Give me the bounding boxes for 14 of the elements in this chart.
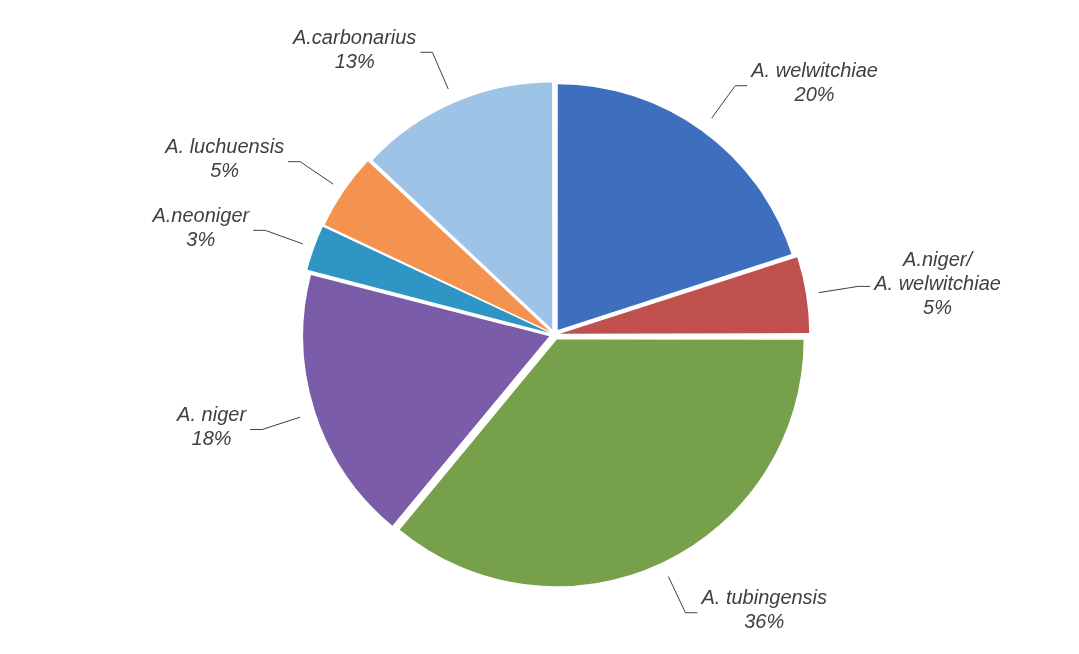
data-label: 3%	[186, 227, 216, 250]
data-label: 5%	[923, 295, 953, 318]
slice-label: A. luchuensis	[164, 135, 285, 158]
slice-label: A. tubingensis	[700, 586, 828, 609]
slice-label: A. welwitchiae	[750, 59, 878, 82]
data-label: 5%	[210, 159, 240, 182]
data-label: 18%	[191, 427, 232, 450]
data-label: 20%	[793, 83, 835, 106]
data-label: 36%	[744, 610, 785, 633]
slice-label: A.niger/ A. welwitchiae	[873, 247, 1001, 294]
slice-label: A. niger	[176, 403, 248, 426]
slice-label: A.neoniger	[151, 203, 251, 226]
slice-label: A.carbonarius	[291, 25, 417, 48]
data-label: 13%	[334, 49, 375, 72]
